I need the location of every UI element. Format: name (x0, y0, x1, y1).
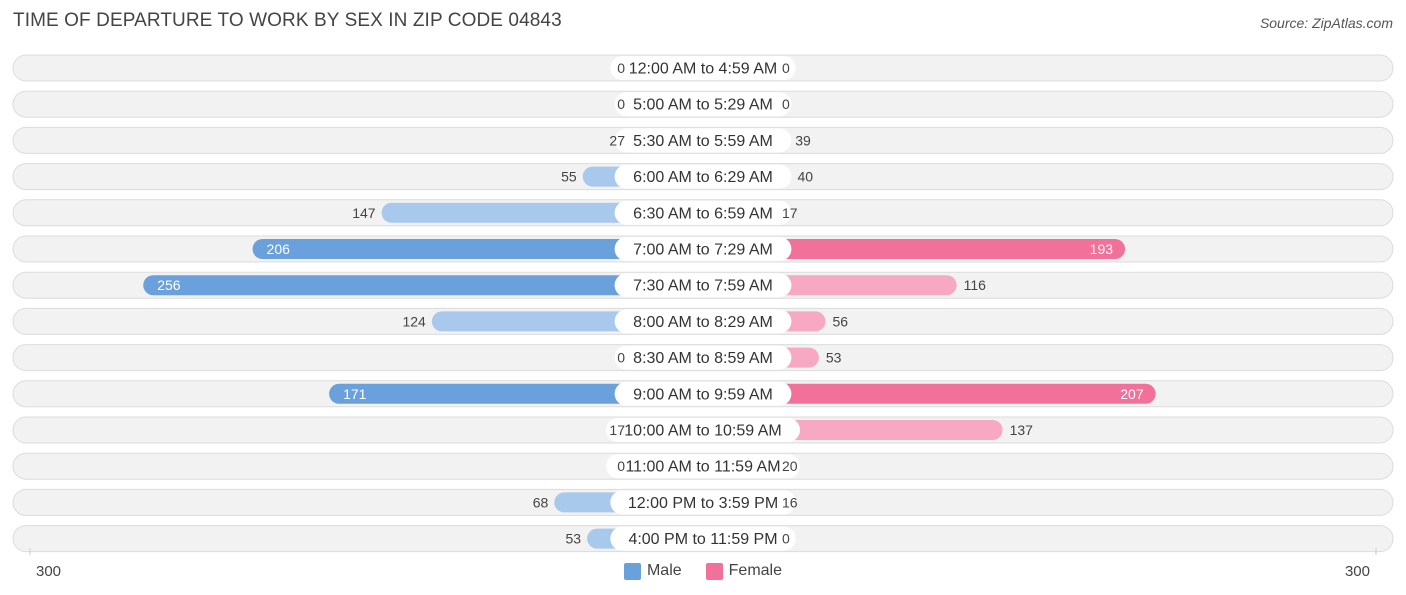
male-value-label: 17 (609, 422, 625, 438)
legend-item-male[interactable]: Male (623, 560, 682, 582)
category-label: 8:00 AM to 8:29 AM (633, 314, 773, 331)
male-value-label: 55 (561, 169, 577, 185)
category-label-bg (610, 526, 796, 551)
male-value-label: 0 (617, 60, 625, 76)
female-value-label: 116 (964, 277, 987, 293)
male-bar (252, 239, 703, 259)
category-label: 11:00 AM to 11:59 AM (625, 459, 780, 476)
female-value-label: 56 (832, 313, 848, 329)
category-label-bg (606, 454, 800, 479)
female-value-label: 137 (1010, 422, 1034, 438)
category-label: 6:00 AM to 6:29 AM (633, 169, 773, 186)
category-label-bg (614, 345, 792, 370)
category-label-bg (614, 164, 792, 189)
female-bar (703, 383, 1156, 404)
category-label-bg (614, 128, 792, 153)
axis-left-label: 300 (36, 563, 62, 580)
category-label: 10:00 AM to 10:59 AM (624, 423, 781, 440)
category-label-bg (614, 381, 792, 406)
female-bar (703, 239, 1126, 259)
category-label: 12:00 PM to 3:59 PM (628, 495, 778, 512)
legend-label-female: Female (728, 562, 783, 579)
category-label: 5:00 AM to 5:29 AM (633, 97, 773, 114)
category-label-bg (614, 237, 792, 261)
category-label: 8:30 AM to 8:59 AM (633, 350, 773, 367)
female-value-label: 0 (782, 96, 790, 112)
legend-swatch-male (623, 562, 641, 580)
female-value-label: 39 (795, 132, 811, 148)
category-label: 7:30 AM to 7:59 AM (633, 278, 773, 295)
category-label: 5:30 AM to 5:59 AM (633, 133, 773, 150)
category-label-bg (614, 200, 792, 225)
female-value-label: 17 (782, 205, 798, 221)
legend: Male Female (0, 560, 1406, 582)
category-label: 7:00 AM to 7:29 AM (633, 242, 773, 259)
male-value-label: 0 (617, 96, 625, 112)
category-label-bg (606, 418, 800, 442)
female-value-label: 20 (782, 458, 798, 474)
female-value-label: 207 (1120, 386, 1144, 402)
category-label-bg (614, 273, 792, 298)
female-value-label: 40 (797, 169, 813, 185)
female-value-label: 53 (826, 350, 842, 366)
male-value-label: 124 (402, 313, 426, 329)
category-label: 12:00 AM to 4:59 AM (629, 61, 778, 78)
axis-right-label: 300 (1344, 563, 1370, 580)
legend-item-female[interactable]: Female (705, 560, 783, 582)
male-bar (143, 275, 704, 296)
male-value-label: 171 (343, 386, 367, 402)
category-label-bg (614, 92, 792, 117)
male-value-label: 0 (617, 458, 625, 474)
legend-swatch-female (705, 562, 723, 580)
source-label: Source: ZipAtlas.com (1259, 15, 1393, 31)
female-value-label: 16 (782, 494, 798, 510)
category-label: 4:00 PM to 11:59 PM (628, 531, 777, 548)
category-label: 6:30 AM to 6:59 AM (633, 205, 773, 222)
chart-title: TIME OF DEPARTURE TO WORK BY SEX IN ZIP … (13, 10, 562, 31)
category-label: 9:00 AM to 9:59 AM (633, 386, 773, 403)
female-value-label: 0 (782, 531, 790, 547)
female-value-label: 0 (782, 60, 790, 76)
category-label-bg (614, 309, 792, 334)
chart-canvas: 12:00 AM to 4:59 AM0 05:00 AM to 5:29 AM0… (12, 54, 1394, 555)
female-value-label: 193 (1090, 241, 1114, 257)
male-value-label: 256 (157, 277, 181, 293)
male-value-label: 27 (609, 132, 625, 148)
category-label-bg (610, 56, 796, 80)
male-bar (329, 383, 703, 404)
male-value-label: 0 (617, 350, 625, 366)
legend-label-male: Male (646, 562, 682, 579)
category-label-bg (610, 490, 796, 515)
male-value-label: 68 (533, 494, 549, 510)
male-value-label: 206 (267, 241, 291, 257)
male-value-label: 147 (352, 205, 376, 221)
male-value-label: 53 (566, 531, 582, 547)
